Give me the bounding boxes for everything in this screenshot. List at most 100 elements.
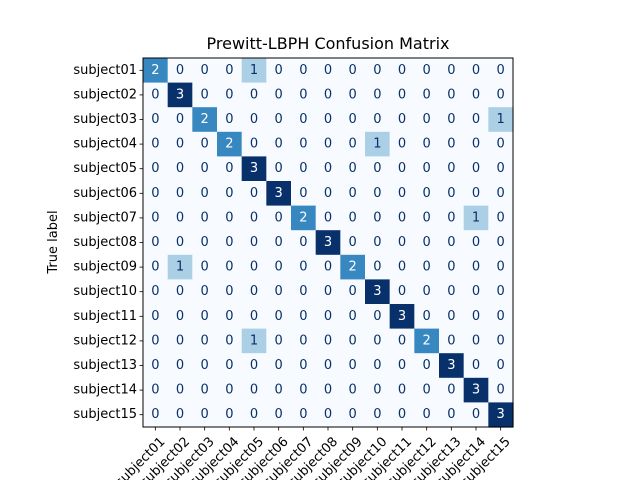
cell-value-label: 0 xyxy=(151,235,159,250)
heatmap-cell xyxy=(389,156,415,182)
cell-value-label: 0 xyxy=(398,284,406,299)
cell-value-label: 3 xyxy=(176,87,184,102)
cell-value-label: 0 xyxy=(324,186,332,201)
cell-value-label: 3 xyxy=(447,358,455,373)
heatmap-cell xyxy=(266,328,292,354)
y-tick-label: subject11 xyxy=(73,309,137,324)
heatmap-cell xyxy=(439,58,465,84)
cell-value-label: 0 xyxy=(423,186,431,201)
cell-value-label: 3 xyxy=(472,383,480,398)
cell-value-label: 0 xyxy=(275,137,283,152)
cell-value-label: 0 xyxy=(250,284,258,299)
heatmap-cell xyxy=(291,131,317,157)
cell-value-label: 0 xyxy=(324,87,332,102)
heatmap-cell xyxy=(463,181,489,207)
cell-value-label: 0 xyxy=(151,87,159,102)
cell-value-label: 0 xyxy=(398,407,406,422)
heatmap-cell xyxy=(266,304,292,330)
heatmap-cell xyxy=(291,402,317,428)
heatmap-cell xyxy=(167,205,193,231)
cell-value-label: 0 xyxy=(349,161,357,176)
cell-value-label: 0 xyxy=(225,112,233,127)
heatmap-cell xyxy=(192,181,218,207)
cell-value-label: 0 xyxy=(275,358,283,373)
heatmap-cell xyxy=(365,377,391,403)
heatmap-cell xyxy=(365,304,391,330)
heatmap-cell xyxy=(340,107,366,133)
heatmap-cell xyxy=(488,254,514,280)
heatmap-cell xyxy=(439,402,465,428)
cell-value-label: 0 xyxy=(299,63,307,78)
cell-value-label: 0 xyxy=(201,358,209,373)
cell-value-label: 0 xyxy=(423,358,431,373)
heatmap-cell xyxy=(266,181,292,207)
cell-value-label: 0 xyxy=(423,112,431,127)
cell-value-label: 0 xyxy=(250,383,258,398)
cell-value-label: 0 xyxy=(275,260,283,275)
heatmap-cell xyxy=(143,353,169,379)
heatmap-cell xyxy=(291,304,317,330)
heatmap-cell xyxy=(488,377,514,403)
heatmap-cell xyxy=(217,328,243,354)
cell-value-label: 0 xyxy=(201,186,209,201)
cell-value-label: 0 xyxy=(349,137,357,152)
cell-value-label: 0 xyxy=(349,87,357,102)
heatmap-cell xyxy=(167,107,193,133)
heatmap-cell xyxy=(365,254,391,280)
cell-value-label: 0 xyxy=(176,309,184,324)
cell-value-label: 0 xyxy=(373,407,381,422)
heatmap-cell xyxy=(463,304,489,330)
cell-value-label: 0 xyxy=(275,161,283,176)
cell-value-label: 0 xyxy=(299,260,307,275)
cell-value-label: 0 xyxy=(349,112,357,127)
cell-value-label: 0 xyxy=(472,333,480,348)
cell-value-label: 0 xyxy=(398,186,406,201)
heatmap-cell xyxy=(192,254,218,280)
heatmap-cell xyxy=(192,279,218,305)
heatmap-cell xyxy=(463,353,489,379)
heatmap-cell xyxy=(315,82,341,108)
cell-value-label: 0 xyxy=(373,333,381,348)
cell-value-label: 0 xyxy=(497,186,505,201)
cell-value-label: 0 xyxy=(324,112,332,127)
heatmap-cell xyxy=(463,82,489,108)
cell-value-label: 2 xyxy=(151,63,159,78)
heatmap-cell xyxy=(340,279,366,305)
heatmap-cells xyxy=(143,58,514,428)
y-tick-label: subject10 xyxy=(73,284,137,299)
cell-value-label: 0 xyxy=(176,137,184,152)
cell-value-label: 0 xyxy=(472,284,480,299)
cell-value-label: 0 xyxy=(423,309,431,324)
cell-value-label: 1 xyxy=(472,210,480,225)
cell-value-label: 0 xyxy=(398,235,406,250)
heatmap-cell xyxy=(414,82,440,108)
cell-value-label: 1 xyxy=(176,260,184,275)
heatmap-cell xyxy=(488,353,514,379)
heatmap-cell xyxy=(414,304,440,330)
heatmap-cell xyxy=(439,279,465,305)
cell-value-label: 0 xyxy=(275,309,283,324)
heatmap-cell xyxy=(291,377,317,403)
heatmap-cell xyxy=(389,353,415,379)
heatmap-cell xyxy=(217,82,243,108)
heatmap-cell xyxy=(192,353,218,379)
heatmap-cell xyxy=(266,131,292,157)
cell-value-label: 0 xyxy=(151,186,159,201)
cell-value-label: 0 xyxy=(324,407,332,422)
heatmap-cell xyxy=(167,58,193,84)
cell-value-label: 0 xyxy=(447,284,455,299)
cell-value-label: 0 xyxy=(497,137,505,152)
cell-value-label: 0 xyxy=(225,186,233,201)
cell-value-label: 0 xyxy=(349,210,357,225)
heatmap-cell xyxy=(167,82,193,108)
cell-value-label: 0 xyxy=(349,63,357,78)
heatmap-cell xyxy=(217,107,243,133)
heatmap-cell xyxy=(143,328,169,354)
heatmap-cell xyxy=(266,230,292,256)
cell-value-label: 0 xyxy=(275,210,283,225)
chart-title: Prewitt-LBPH Confusion Matrix xyxy=(207,34,450,53)
heatmap-cell xyxy=(389,82,415,108)
cell-value-label: 0 xyxy=(349,309,357,324)
cell-value-label: 0 xyxy=(497,260,505,275)
heatmap-cell xyxy=(143,107,169,133)
